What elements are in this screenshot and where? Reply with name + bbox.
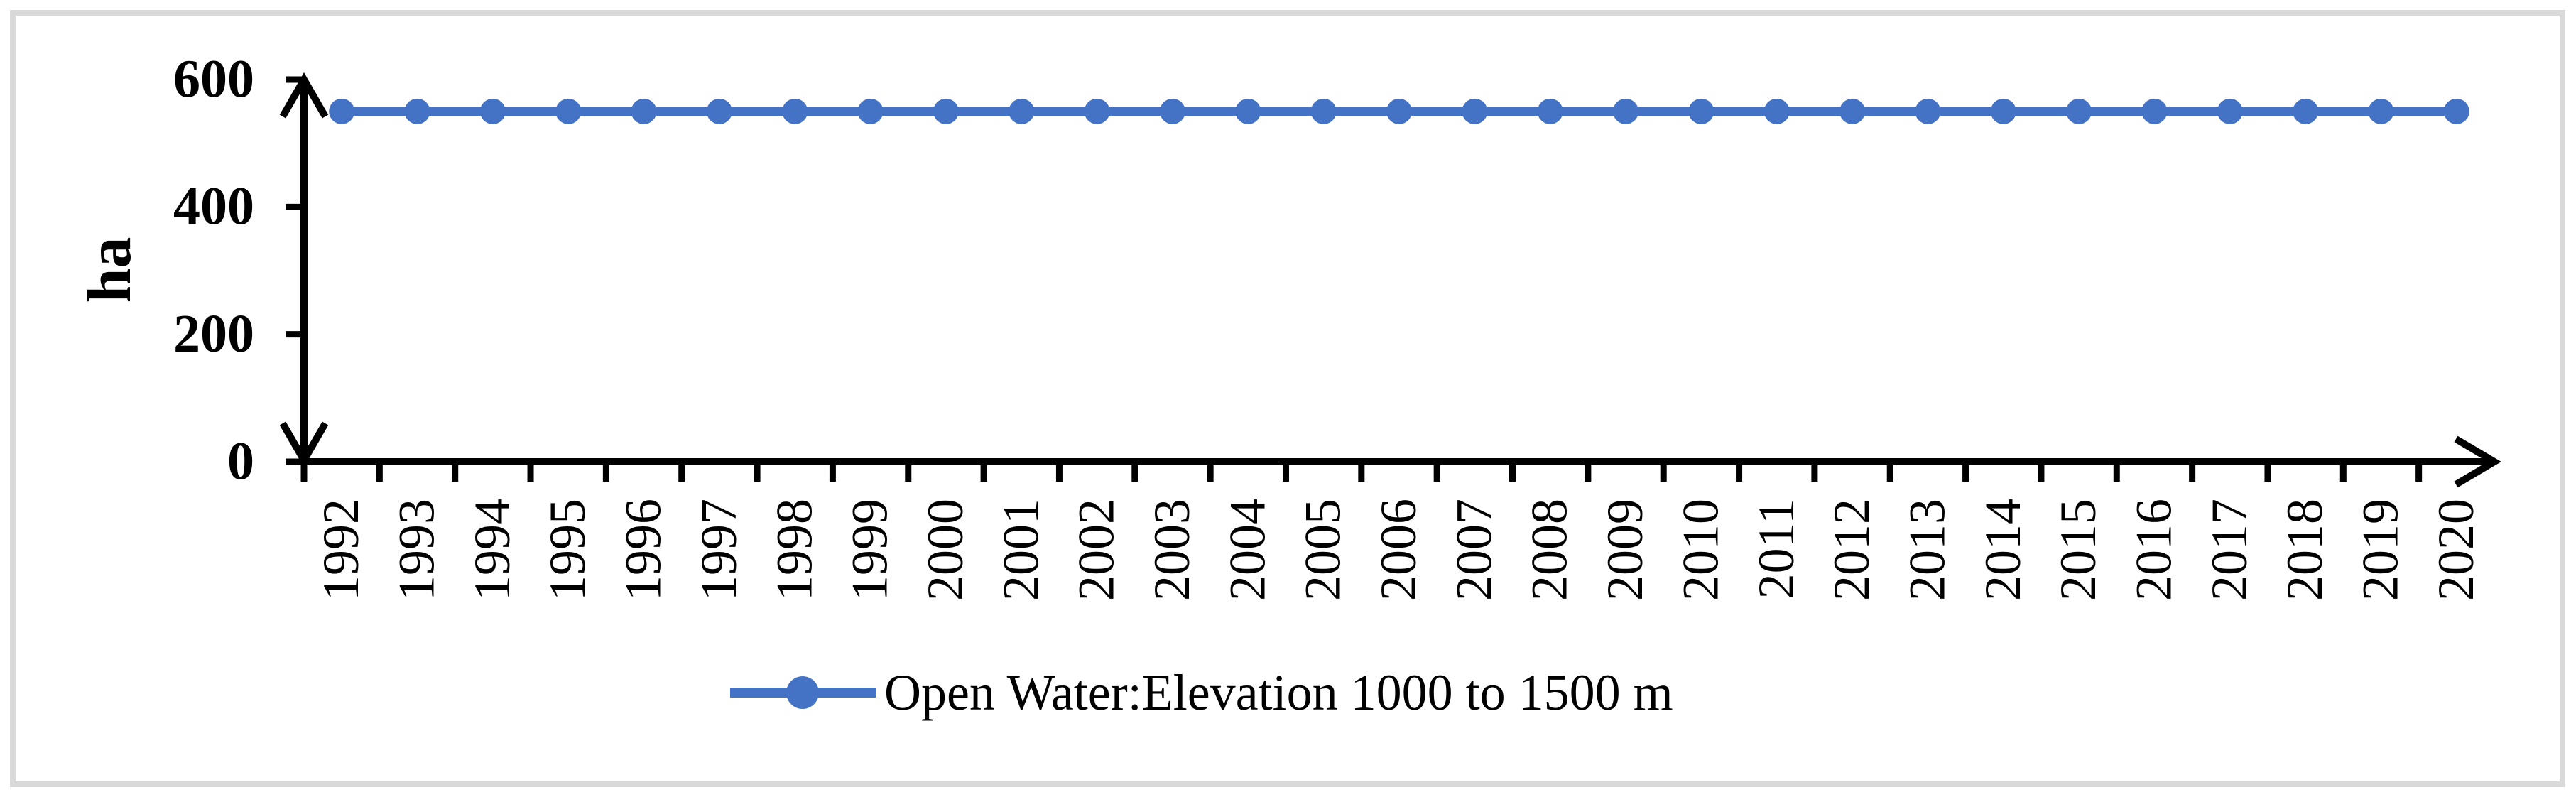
data-point-marker [1386,98,1412,124]
chart-frame [10,10,2565,787]
data-point-marker [1839,98,1866,124]
data-point-marker [1159,98,1185,124]
x-tick-label: 2019 [2352,499,2409,601]
y-tick-label: 0 [227,431,254,491]
data-point-marker [933,98,959,124]
data-point-marker [1310,98,1337,124]
data-point-marker [782,98,808,124]
x-tick-label: 1998 [766,499,822,601]
data-point-marker [2293,98,2319,124]
data-point-marker [2443,98,2469,124]
y-tick-labels: 0 200 400 600 [173,49,254,491]
x-tick-label: 2000 [917,499,974,601]
x-tick-marks [300,462,2423,482]
x-tick-label: 2016 [2125,499,2182,601]
x-tick-label: 2003 [1143,499,1200,601]
data-point-marker [1009,98,1035,124]
x-tick-label: 2007 [1445,499,1502,601]
data-point-marker [1688,98,1714,124]
x-axis-right-arrow-icon [2454,435,2501,488]
data-point-marker [1537,98,1563,124]
x-tick-label: 2012 [1823,499,1880,601]
x-tick-label: 2015 [2050,499,2107,601]
legend-label: Open Water:Elevation 1000 to 1500 m [884,664,1673,721]
data-series [329,98,2469,124]
data-point-marker [706,98,732,124]
x-tick-label: 2017 [2201,499,2258,601]
data-point-marker [479,98,506,124]
x-tick-label: 2020 [2428,499,2484,601]
x-tick-label: 2001 [992,499,1049,601]
y-tick-label: 400 [173,177,254,237]
data-point-marker [2217,98,2243,124]
data-point-marker [2141,98,2168,124]
data-point-marker [1613,98,1639,124]
data-point-marker [329,98,355,124]
x-tick-label: 2013 [1898,499,1955,601]
data-point-marker [1763,98,1790,124]
data-point-marker [1462,98,1488,124]
x-tick-label: 1999 [842,499,898,601]
x-tick-label: 1996 [615,499,672,601]
x-tick-label: 2004 [1219,499,1276,601]
data-point-marker [631,98,657,124]
x-tick-label: 1997 [690,499,747,601]
data-point-marker [1235,98,1261,124]
x-tick-label: 1992 [313,499,369,601]
x-tick-label: 2002 [1068,499,1125,601]
axes [279,72,2501,488]
data-point-marker [1084,98,1110,124]
data-point-marker [2066,98,2092,124]
x-tick-label: 2008 [1521,499,1578,601]
x-tick-labels: 1992 1993 1994 1995 1996 1997 1998 1999 2000 2001… [313,499,2484,601]
x-tick-label: 2009 [1597,499,1653,601]
data-point-marker [1990,98,2016,124]
y-axis-title: ha [75,237,144,303]
legend-marker-icon [786,676,819,709]
y-tick-label: 200 [173,304,254,364]
data-point-marker [1915,98,1941,124]
data-point-marker [2368,98,2394,124]
x-tick-label: 2014 [1974,499,2031,601]
x-tick-label: 2010 [1672,499,1729,601]
data-point-marker [555,98,582,124]
legend: Open Water:Elevation 1000 to 1500 m [730,664,1673,721]
x-tick-label: 2005 [1295,499,1352,601]
x-tick-label: 2018 [2276,499,2333,601]
data-point-marker [857,98,884,124]
data-point-marker [404,98,430,124]
x-tick-label: 1993 [388,499,445,601]
y-tick-label: 600 [173,49,254,109]
x-tick-label: 2011 [1748,499,1805,599]
x-tick-label: 1994 [464,499,521,601]
x-tick-label: 1995 [539,499,596,601]
x-tick-label: 2006 [1370,499,1427,601]
